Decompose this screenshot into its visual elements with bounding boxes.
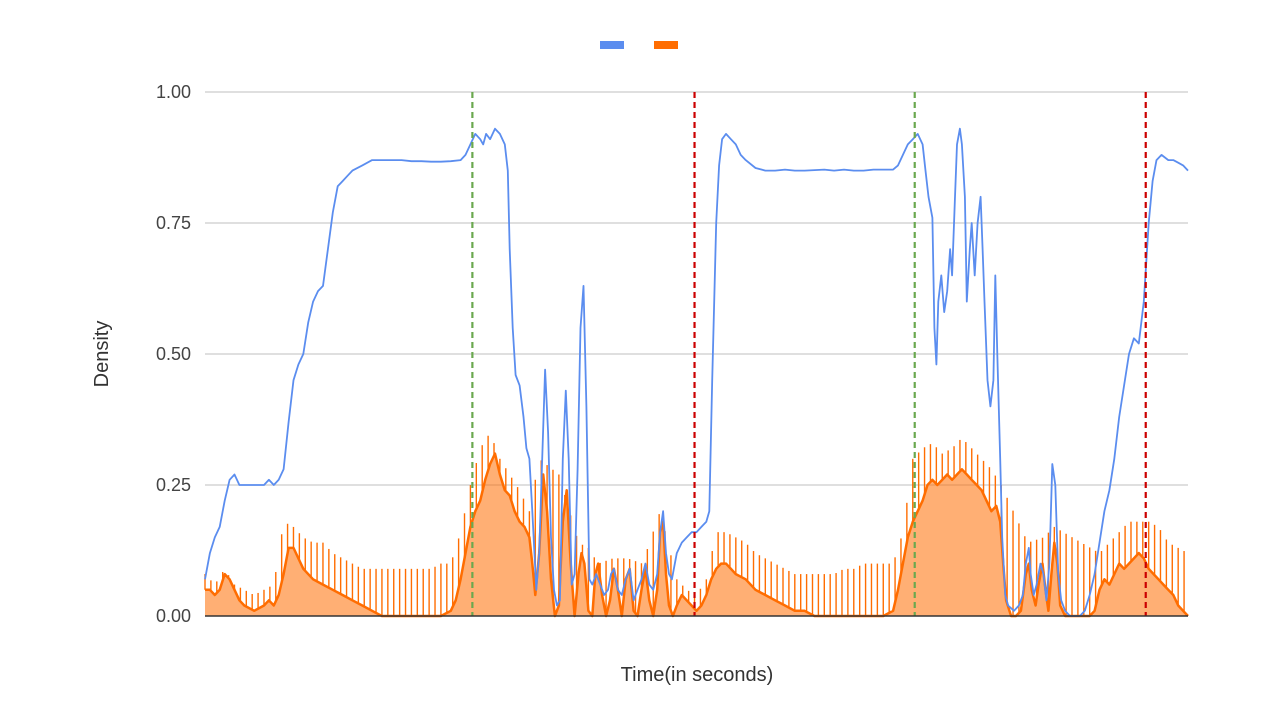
y-axis-ticks: 0.00 0.25 0.50 0.75 1.00	[156, 82, 191, 626]
vertical-markers	[471, 92, 1147, 616]
y-tick-label: 0.25	[156, 475, 191, 495]
legend	[600, 41, 678, 49]
x-axis-title: Time(in seconds)	[621, 664, 774, 686]
y-tick-label: 1.00	[156, 82, 191, 102]
legend-swatch-series-1	[600, 41, 624, 49]
gridlines	[205, 91, 1188, 486]
y-tick-label: 0.00	[156, 606, 191, 626]
y-tick-label: 0.75	[156, 213, 191, 233]
series-2-area	[205, 453, 1188, 616]
y-axis-title: Density	[91, 321, 113, 388]
plot-area	[204, 127, 1189, 618]
series-1-line	[204, 127, 1189, 617]
y-tick-label: 0.50	[156, 344, 191, 364]
legend-swatch-series-2	[654, 41, 678, 49]
